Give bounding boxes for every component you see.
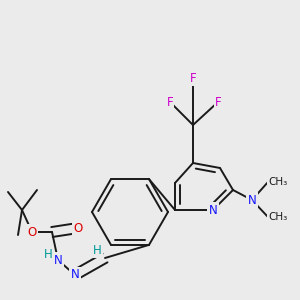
Text: H: H bbox=[44, 248, 52, 262]
Text: N: N bbox=[70, 268, 80, 281]
Text: H: H bbox=[93, 244, 101, 256]
Text: F: F bbox=[215, 95, 221, 109]
Text: O: O bbox=[74, 221, 82, 235]
Text: F: F bbox=[167, 95, 173, 109]
Text: N: N bbox=[54, 254, 62, 266]
Text: CH₃: CH₃ bbox=[268, 212, 288, 222]
Text: N: N bbox=[208, 203, 217, 217]
Text: O: O bbox=[27, 226, 37, 238]
Text: F: F bbox=[190, 71, 196, 85]
Text: CH₃: CH₃ bbox=[268, 177, 288, 187]
Text: N: N bbox=[248, 194, 256, 206]
